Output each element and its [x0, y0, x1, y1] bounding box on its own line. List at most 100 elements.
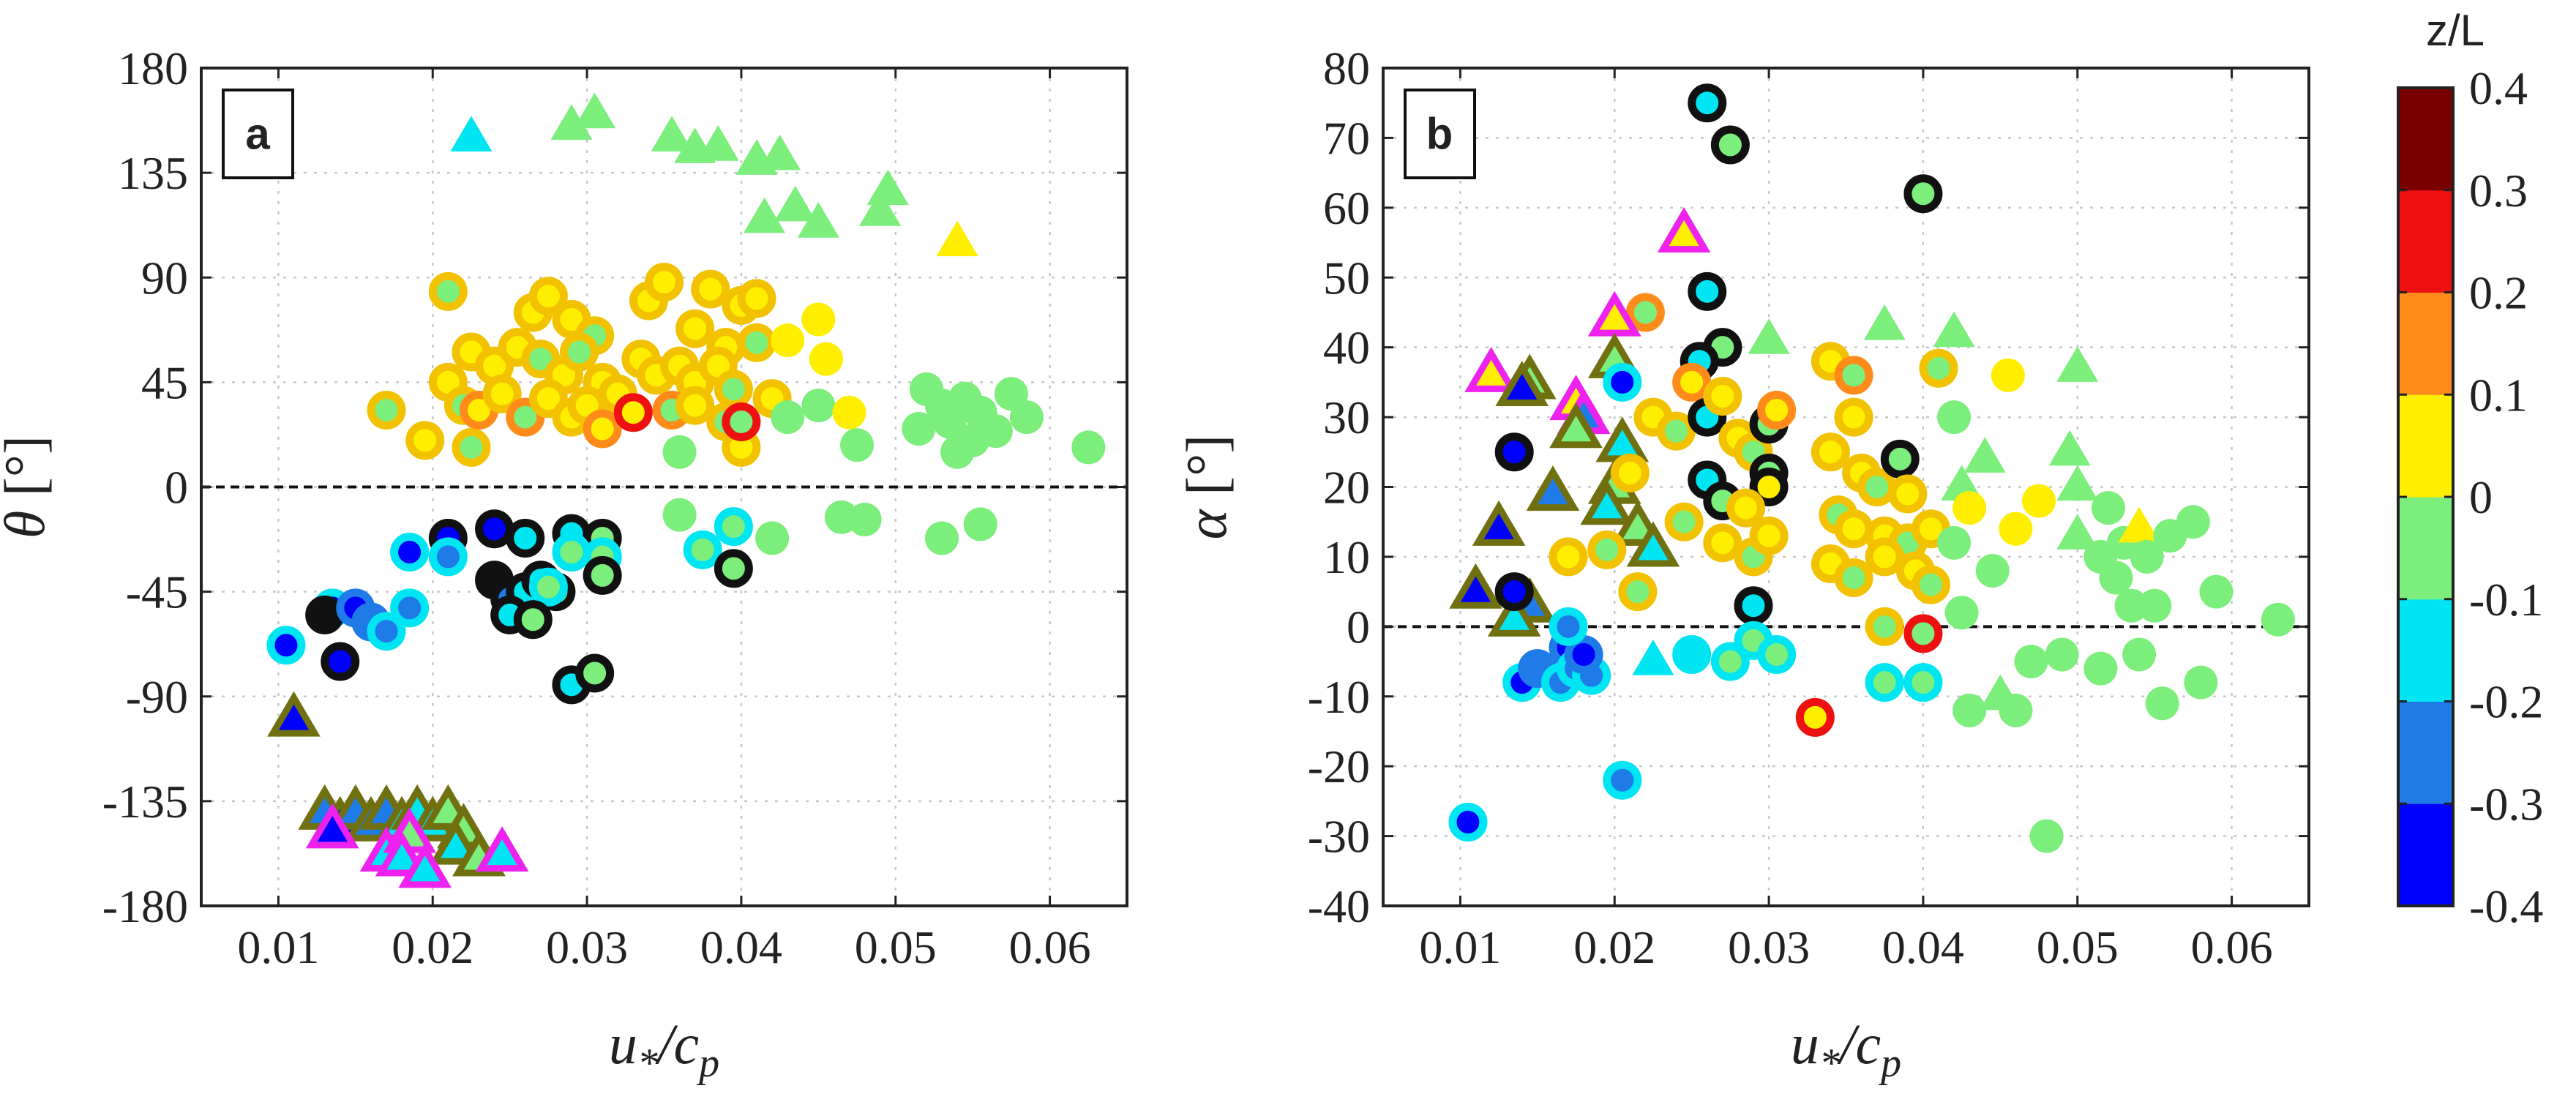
triangle-marker: [1472, 500, 1526, 546]
circle-marker: [925, 521, 959, 555]
circle-marker: [583, 555, 622, 595]
triangle-marker: [2118, 506, 2160, 543]
circle-marker: [714, 370, 753, 409]
triangle-marker: [774, 185, 817, 222]
circle-marker: [482, 374, 522, 413]
triangle-marker: [1495, 361, 1549, 407]
circle-marker: [367, 391, 406, 430]
circle-marker: [2014, 645, 2048, 679]
panel-a-markers: [266, 92, 1106, 888]
circle-marker: [560, 332, 599, 372]
xlabel-sub-star: *: [637, 1041, 658, 1086]
triangle-marker: [267, 691, 321, 737]
circle-marker: [1603, 362, 1642, 402]
circle-marker: [1625, 293, 1665, 332]
circle-marker: [2176, 505, 2210, 539]
circle-marker: [1009, 400, 1044, 435]
panel-b-markers: [1448, 83, 2295, 853]
panel-b-label-box: b: [1404, 89, 1476, 179]
circle-marker: [902, 411, 936, 446]
circle-marker: [613, 393, 653, 432]
circle-marker: [1919, 348, 1958, 388]
xlabel-slash-c: /c: [1837, 1012, 1881, 1076]
circle-marker: [1952, 491, 1987, 525]
circle-marker: [266, 626, 306, 665]
triangle-marker: [305, 803, 359, 849]
triangle-marker: [1487, 591, 1541, 637]
circle-marker: [1903, 174, 1943, 214]
y-tick-label: 180: [118, 42, 188, 94]
panel-b-chart: 0.01 0.02 0.03 0.04 0.05 0.06 -40 -30 -20 -10 0 10 2…: [1175, 42, 2310, 1086]
circle-marker: [1865, 663, 1904, 702]
circle-marker: [1834, 509, 1873, 549]
circle-marker: [2083, 651, 2118, 686]
circle-marker: [1672, 362, 1712, 402]
circle-marker: [1865, 537, 1904, 577]
circle-marker: [940, 435, 975, 469]
circle-marker: [321, 642, 360, 681]
circle-marker: [1857, 468, 1897, 506]
circle-marker: [683, 530, 722, 569]
xlabel-u: u: [609, 1012, 637, 1076]
colorbar-segment: [2398, 701, 2453, 804]
y-tick-label: -90: [126, 671, 188, 723]
xlabel-u: u: [1791, 1012, 1819, 1076]
ylabel-unit: [°]: [1175, 435, 1238, 495]
colorbar-tick-label: 0: [2469, 471, 2493, 523]
circle-marker: [2022, 484, 2056, 518]
circle-marker: [1944, 596, 1979, 630]
circle-marker: [840, 428, 875, 462]
circle-marker: [1703, 376, 1742, 416]
colorbar-segment: [2398, 88, 2453, 191]
circle-marker: [1834, 397, 1873, 437]
circle-marker: [506, 518, 545, 558]
circle-marker: [1834, 558, 1873, 598]
colorbar-tick-label: -0.3: [2469, 778, 2543, 830]
circle-marker: [575, 653, 615, 693]
circle-marker: [428, 537, 468, 577]
triangle-marker: [1979, 674, 2021, 711]
circle-marker: [801, 302, 836, 337]
circle-marker: [1749, 468, 1789, 506]
colorbar-tick-label: -0.1: [2469, 574, 2543, 626]
circle-marker: [305, 595, 345, 634]
colorbar-title: z/L: [2426, 6, 2485, 55]
colorbar-segment: [2398, 803, 2453, 907]
y-tick-label: 70: [1323, 112, 1370, 164]
circle-marker: [1603, 760, 1642, 800]
circle-marker: [722, 402, 761, 441]
circle-marker: [1903, 614, 1943, 653]
y-tick-label: -45: [126, 566, 188, 618]
y-tick-label: -40: [1308, 880, 1370, 932]
circle-marker: [1710, 125, 1750, 165]
colorbar: z/L 0.4 0.3 0.2 0.1 0 -0.1 -0.2 -0.3 -0.4: [2397, 6, 2543, 932]
triangle-marker: [398, 842, 452, 888]
y-tick-label: 50: [1323, 252, 1370, 304]
colorbar-segment: [2398, 190, 2453, 293]
triangle-marker: [859, 190, 902, 226]
circle-marker: [737, 323, 776, 362]
circle-marker: [1587, 530, 1627, 569]
ylabel-symbol: θ: [0, 496, 56, 539]
circle-marker: [1975, 554, 2010, 588]
circle-marker: [809, 342, 843, 376]
circle-marker: [771, 323, 805, 358]
panel-b-ticks: 0.01 0.02 0.03 0.04 0.05 0.06 -40 -30 -20 -10 0 10 2…: [1308, 42, 2309, 973]
colorbar-segment: [2398, 599, 2453, 702]
xlabel-sub-star: *: [1819, 1041, 1840, 1086]
x-tick-label: 0.04: [700, 921, 782, 973]
circle-marker: [1726, 488, 1765, 528]
triangle-marker: [1632, 640, 1674, 675]
circle-marker: [2145, 686, 2179, 721]
triangle-marker: [744, 197, 786, 233]
y-tick-label: 30: [1323, 391, 1370, 443]
panel-a-tag-box: [222, 89, 294, 179]
colorbar-segment: [2398, 292, 2453, 395]
circle-marker: [1811, 432, 1850, 472]
circle-marker: [1703, 523, 1742, 563]
triangle-marker: [450, 116, 493, 152]
circle-marker: [1672, 635, 1712, 674]
x-tick-label: 0.02: [392, 921, 473, 973]
triangle-marker: [1449, 563, 1502, 609]
